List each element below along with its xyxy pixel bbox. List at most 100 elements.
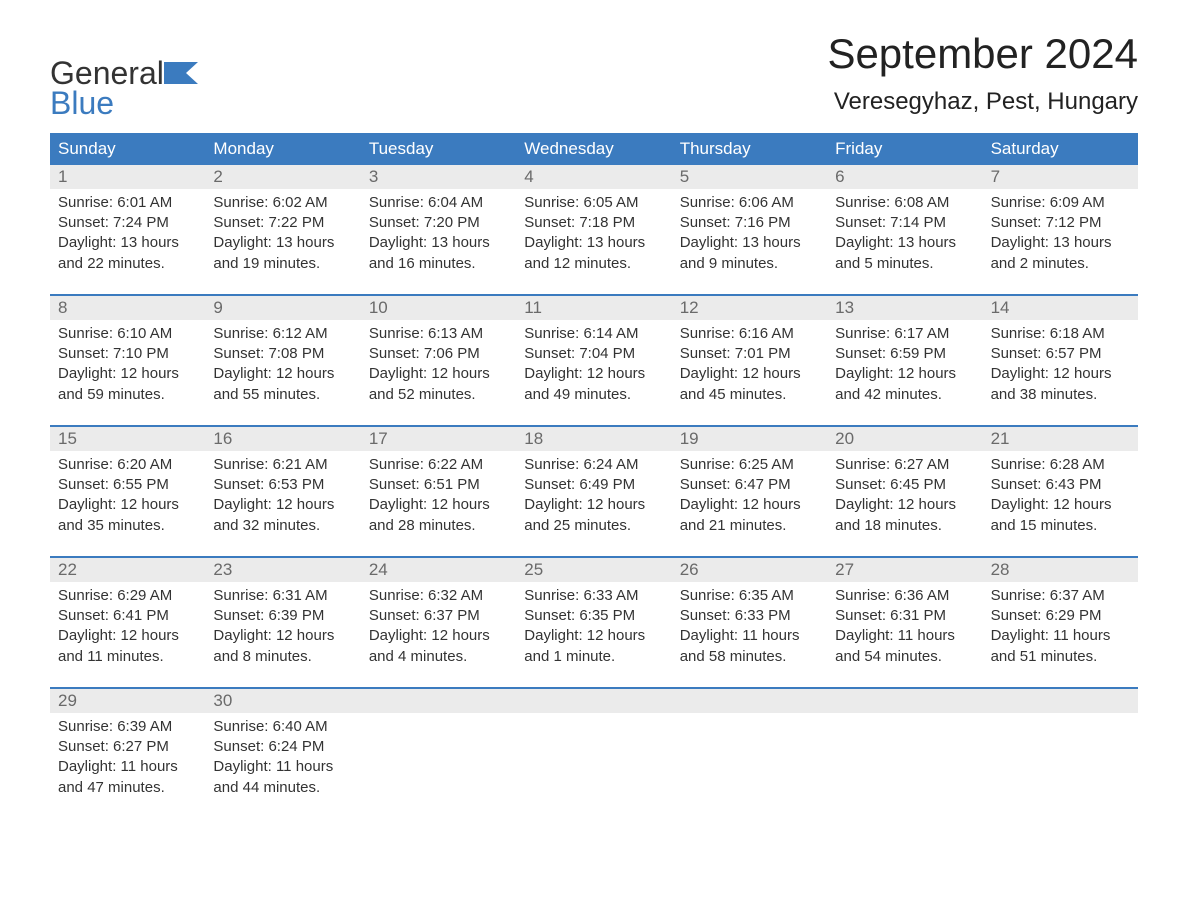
day-number: 4 bbox=[516, 165, 671, 189]
dow-thursday: Thursday bbox=[672, 133, 827, 165]
calendar-week: 891011121314Sunrise: 6:10 AMSunset: 7:10… bbox=[50, 294, 1138, 415]
day-cell: Sunrise: 6:09 AMSunset: 7:12 PMDaylight:… bbox=[983, 189, 1138, 284]
sunset-line: Sunset: 6:55 PM bbox=[58, 475, 197, 495]
sunrise-line: Sunrise: 6:13 AM bbox=[369, 324, 508, 344]
logo-word-blue: Blue bbox=[50, 85, 114, 121]
daylight-line: Daylight: 12 hours and 55 minutes. bbox=[213, 364, 352, 405]
daylight-line: Daylight: 11 hours and 44 minutes. bbox=[213, 757, 352, 798]
sunrise-line: Sunrise: 6:37 AM bbox=[991, 586, 1130, 606]
day-cell: Sunrise: 6:02 AMSunset: 7:22 PMDaylight:… bbox=[205, 189, 360, 284]
sunset-line: Sunset: 6:35 PM bbox=[524, 606, 663, 626]
sunrise-line: Sunrise: 6:25 AM bbox=[680, 455, 819, 475]
day-cell: Sunrise: 6:40 AMSunset: 6:24 PMDaylight:… bbox=[205, 713, 360, 808]
day-number: 5 bbox=[672, 165, 827, 189]
day-number-row: 1234567 bbox=[50, 165, 1138, 189]
calendar-week: 1234567Sunrise: 6:01 AMSunset: 7:24 PMDa… bbox=[50, 165, 1138, 284]
day-number: 21 bbox=[983, 427, 1138, 451]
daylight-line: Daylight: 12 hours and 59 minutes. bbox=[58, 364, 197, 405]
calendar: Sunday Monday Tuesday Wednesday Thursday… bbox=[50, 133, 1138, 808]
daylight-line: Daylight: 13 hours and 9 minutes. bbox=[680, 233, 819, 274]
sunset-line: Sunset: 7:06 PM bbox=[369, 344, 508, 364]
daylight-line: Daylight: 12 hours and 45 minutes. bbox=[680, 364, 819, 405]
header: General Blue September 2024 Veresegyhaz,… bbox=[50, 30, 1138, 119]
sunrise-line: Sunrise: 6:24 AM bbox=[524, 455, 663, 475]
day-cell: Sunrise: 6:20 AMSunset: 6:55 PMDaylight:… bbox=[50, 451, 205, 546]
day-number: 29 bbox=[50, 689, 205, 713]
daylight-line: Daylight: 13 hours and 12 minutes. bbox=[524, 233, 663, 274]
daylight-line: Daylight: 12 hours and 4 minutes. bbox=[369, 626, 508, 667]
day-cell: Sunrise: 6:16 AMSunset: 7:01 PMDaylight:… bbox=[672, 320, 827, 415]
day-number: 25 bbox=[516, 558, 671, 582]
daylight-line: Daylight: 13 hours and 5 minutes. bbox=[835, 233, 974, 274]
day-cell: Sunrise: 6:32 AMSunset: 6:37 PMDaylight:… bbox=[361, 582, 516, 677]
page-title: September 2024 bbox=[827, 30, 1138, 78]
daylight-line: Daylight: 11 hours and 54 minutes. bbox=[835, 626, 974, 667]
sunrise-line: Sunrise: 6:35 AM bbox=[680, 586, 819, 606]
day-number: 15 bbox=[50, 427, 205, 451]
day-number bbox=[516, 689, 671, 713]
daylight-line: Daylight: 12 hours and 49 minutes. bbox=[524, 364, 663, 405]
title-block: September 2024 Veresegyhaz, Pest, Hungar… bbox=[827, 30, 1138, 116]
sunset-line: Sunset: 6:53 PM bbox=[213, 475, 352, 495]
sunset-line: Sunset: 6:45 PM bbox=[835, 475, 974, 495]
logo: General Blue bbox=[50, 58, 212, 119]
daylight-line: Daylight: 12 hours and 35 minutes. bbox=[58, 495, 197, 536]
day-cell: Sunrise: 6:06 AMSunset: 7:16 PMDaylight:… bbox=[672, 189, 827, 284]
day-number bbox=[361, 689, 516, 713]
page-subtitle: Veresegyhaz, Pest, Hungary bbox=[827, 88, 1138, 116]
sunrise-line: Sunrise: 6:16 AM bbox=[680, 324, 819, 344]
sunrise-line: Sunrise: 6:09 AM bbox=[991, 193, 1130, 213]
sunrise-line: Sunrise: 6:06 AM bbox=[680, 193, 819, 213]
day-cell: Sunrise: 6:13 AMSunset: 7:06 PMDaylight:… bbox=[361, 320, 516, 415]
day-cell: Sunrise: 6:39 AMSunset: 6:27 PMDaylight:… bbox=[50, 713, 205, 808]
day-cell: Sunrise: 6:01 AMSunset: 7:24 PMDaylight:… bbox=[50, 189, 205, 284]
day-cell: Sunrise: 6:10 AMSunset: 7:10 PMDaylight:… bbox=[50, 320, 205, 415]
sunset-line: Sunset: 7:20 PM bbox=[369, 213, 508, 233]
day-number: 3 bbox=[361, 165, 516, 189]
sunrise-line: Sunrise: 6:27 AM bbox=[835, 455, 974, 475]
day-number: 7 bbox=[983, 165, 1138, 189]
dow-saturday: Saturday bbox=[983, 133, 1138, 165]
sunrise-line: Sunrise: 6:21 AM bbox=[213, 455, 352, 475]
sunset-line: Sunset: 7:22 PM bbox=[213, 213, 352, 233]
sunset-line: Sunset: 7:24 PM bbox=[58, 213, 197, 233]
day-of-week-header: Sunday Monday Tuesday Wednesday Thursday… bbox=[50, 133, 1138, 165]
day-number: 30 bbox=[205, 689, 360, 713]
daylight-line: Daylight: 12 hours and 11 minutes. bbox=[58, 626, 197, 667]
sunrise-line: Sunrise: 6:22 AM bbox=[369, 455, 508, 475]
day-number: 1 bbox=[50, 165, 205, 189]
logo-flag-icon bbox=[164, 58, 212, 88]
sunset-line: Sunset: 6:27 PM bbox=[58, 737, 197, 757]
daylight-line: Daylight: 13 hours and 2 minutes. bbox=[991, 233, 1130, 274]
day-cell: Sunrise: 6:25 AMSunset: 6:47 PMDaylight:… bbox=[672, 451, 827, 546]
day-cell: Sunrise: 6:17 AMSunset: 6:59 PMDaylight:… bbox=[827, 320, 982, 415]
daylight-line: Daylight: 12 hours and 15 minutes. bbox=[991, 495, 1130, 536]
sunset-line: Sunset: 6:37 PM bbox=[369, 606, 508, 626]
daylight-line: Daylight: 11 hours and 47 minutes. bbox=[58, 757, 197, 798]
day-number bbox=[983, 689, 1138, 713]
day-cell bbox=[672, 713, 827, 808]
sunset-line: Sunset: 6:51 PM bbox=[369, 475, 508, 495]
day-number: 28 bbox=[983, 558, 1138, 582]
day-number: 2 bbox=[205, 165, 360, 189]
sunset-line: Sunset: 6:41 PM bbox=[58, 606, 197, 626]
daylight-line: Daylight: 11 hours and 51 minutes. bbox=[991, 626, 1130, 667]
calendar-week: 22232425262728Sunrise: 6:29 AMSunset: 6:… bbox=[50, 556, 1138, 677]
day-cell bbox=[983, 713, 1138, 808]
sunrise-line: Sunrise: 6:36 AM bbox=[835, 586, 974, 606]
day-cell: Sunrise: 6:33 AMSunset: 6:35 PMDaylight:… bbox=[516, 582, 671, 677]
sunset-line: Sunset: 7:14 PM bbox=[835, 213, 974, 233]
day-cell: Sunrise: 6:36 AMSunset: 6:31 PMDaylight:… bbox=[827, 582, 982, 677]
day-cell: Sunrise: 6:27 AMSunset: 6:45 PMDaylight:… bbox=[827, 451, 982, 546]
daylight-line: Daylight: 12 hours and 42 minutes. bbox=[835, 364, 974, 405]
day-number bbox=[827, 689, 982, 713]
dow-monday: Monday bbox=[205, 133, 360, 165]
dow-tuesday: Tuesday bbox=[361, 133, 516, 165]
day-number-row: 22232425262728 bbox=[50, 558, 1138, 582]
day-cell: Sunrise: 6:29 AMSunset: 6:41 PMDaylight:… bbox=[50, 582, 205, 677]
daylight-line: Daylight: 13 hours and 16 minutes. bbox=[369, 233, 508, 274]
sunset-line: Sunset: 7:10 PM bbox=[58, 344, 197, 364]
sunrise-line: Sunrise: 6:17 AM bbox=[835, 324, 974, 344]
calendar-week: 15161718192021Sunrise: 6:20 AMSunset: 6:… bbox=[50, 425, 1138, 546]
sunset-line: Sunset: 6:39 PM bbox=[213, 606, 352, 626]
